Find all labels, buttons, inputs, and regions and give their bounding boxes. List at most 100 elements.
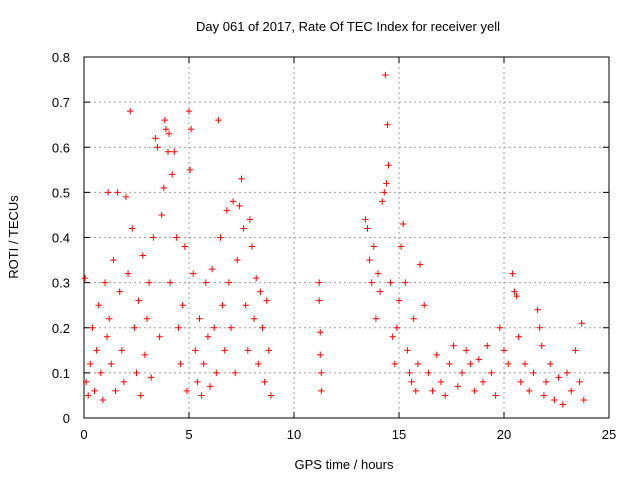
data-point [108, 360, 115, 368]
data-point [156, 333, 163, 340]
data-point [446, 360, 453, 368]
data-point [542, 378, 550, 386]
data-point [492, 392, 499, 399]
data-point [91, 387, 98, 395]
data-points [81, 71, 587, 408]
data-point [131, 324, 138, 331]
data-point [454, 383, 461, 390]
data-point [154, 144, 161, 151]
data-point [161, 116, 169, 124]
data-point [242, 301, 249, 309]
data-point [267, 392, 275, 399]
data-point [547, 360, 554, 368]
data-point [484, 342, 491, 349]
y-tick-label: 0.5 [52, 185, 70, 200]
x-tick-label: 15 [392, 427, 406, 442]
data-point [225, 279, 233, 286]
data-point [381, 189, 388, 196]
data-point [234, 256, 241, 264]
data-point [379, 198, 386, 205]
data-point [511, 288, 518, 295]
data-point [414, 360, 422, 368]
data-point [221, 347, 228, 354]
data-point [112, 387, 119, 395]
y-tick-label: 0.8 [52, 50, 70, 65]
data-point [408, 378, 415, 386]
data-point [99, 396, 107, 404]
data-point [404, 347, 411, 354]
data-point [238, 175, 245, 183]
data-point [429, 387, 436, 395]
data-point [395, 297, 403, 304]
data-point [551, 396, 558, 404]
data-point [391, 360, 398, 368]
data-point [366, 256, 373, 264]
data-point [410, 315, 417, 322]
y-tick-label: 0 [63, 411, 70, 426]
data-point [114, 189, 121, 196]
data-point [93, 347, 100, 354]
data-point [135, 297, 142, 304]
data-point [89, 324, 96, 331]
data-point [175, 324, 182, 331]
data-point [437, 378, 445, 386]
data-point [166, 279, 174, 286]
data-point [129, 225, 136, 232]
data-point [368, 279, 375, 286]
data-point [263, 297, 270, 304]
data-point [244, 347, 251, 354]
data-point [236, 202, 243, 210]
data-point [196, 315, 203, 322]
data-point [137, 392, 144, 399]
x-axis-label: GPS time / hours [295, 457, 394, 472]
data-point [183, 387, 191, 395]
y-axis-label: ROTI / TECUs [6, 195, 21, 279]
data-point [85, 392, 92, 399]
data-point [316, 297, 323, 304]
data-point [402, 279, 409, 286]
data-point [530, 369, 537, 377]
data-point [219, 301, 226, 309]
data-point [206, 383, 214, 390]
data-point [101, 279, 109, 286]
data-point [124, 270, 132, 277]
data-point [208, 265, 216, 273]
data-point [133, 369, 140, 377]
data-point [150, 234, 157, 241]
data-point [215, 116, 222, 124]
data-point [204, 333, 212, 340]
data-point [389, 333, 396, 340]
data-point [517, 378, 524, 386]
data-point [179, 301, 186, 309]
data-point [95, 301, 102, 309]
data-point [500, 347, 508, 354]
data-point [255, 360, 262, 368]
data-point [580, 396, 587, 404]
data-point [442, 392, 449, 399]
data-point [139, 252, 146, 259]
data-point [87, 360, 94, 368]
data-point [385, 162, 392, 169]
data-point [555, 374, 562, 381]
data-point [362, 216, 369, 223]
data-point [376, 288, 384, 295]
data-point [318, 369, 325, 377]
data-point [173, 234, 180, 241]
data-point [382, 71, 389, 79]
data-point [194, 378, 201, 386]
data-point [387, 279, 394, 286]
data-point [186, 166, 194, 174]
data-point [120, 378, 128, 386]
data-point [217, 234, 224, 241]
data-point [578, 320, 585, 327]
data-point [127, 107, 134, 115]
data-point [118, 347, 125, 354]
data-point [475, 356, 482, 363]
data-point [496, 324, 503, 331]
data-point [106, 315, 113, 322]
data-point [122, 193, 130, 201]
data-point [393, 324, 401, 331]
data-point [143, 315, 151, 322]
data-point [505, 360, 512, 368]
data-point [576, 378, 583, 386]
